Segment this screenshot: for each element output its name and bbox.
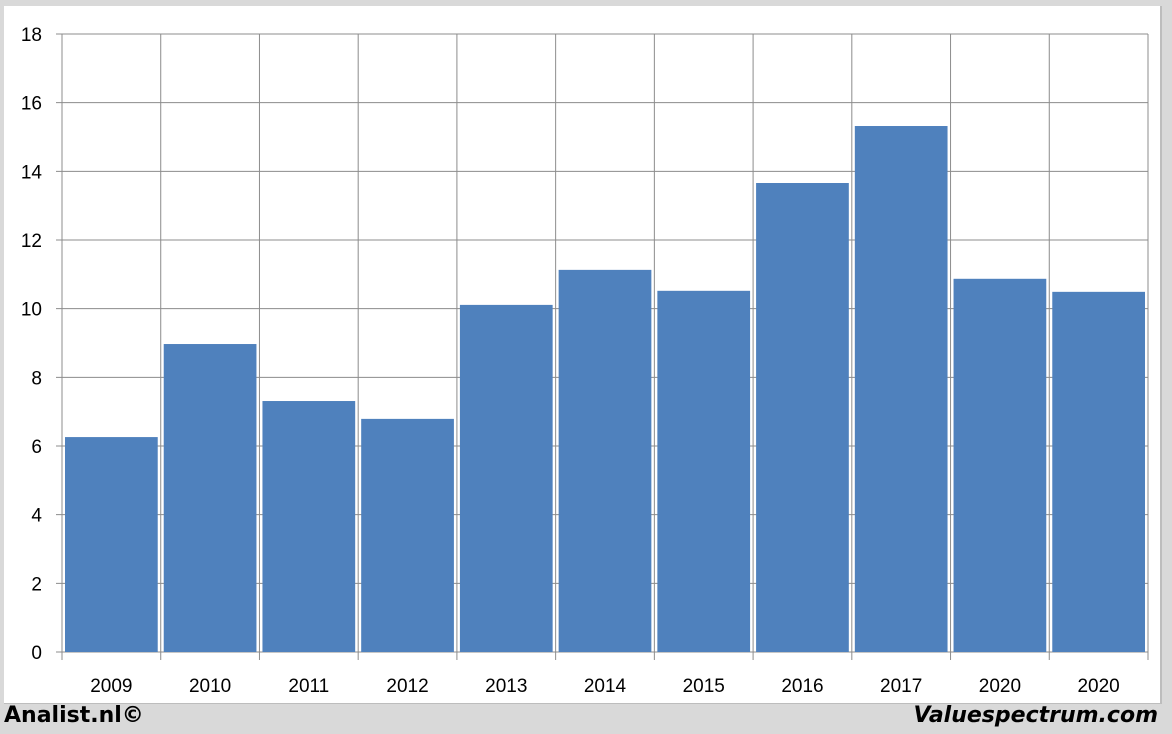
y-tick-label: 16 bbox=[21, 94, 42, 115]
bar-2009 bbox=[65, 437, 158, 652]
x-tick-label: 2012 bbox=[386, 676, 428, 697]
valuespectrum-credit: Valuespectrum.com bbox=[913, 703, 1158, 728]
y-tick-label: 18 bbox=[21, 25, 42, 46]
x-tick-label: 2020 bbox=[979, 676, 1021, 697]
y-tick-label: 0 bbox=[31, 643, 42, 664]
bar-2014 bbox=[558, 269, 652, 652]
x-tick-label: 2011 bbox=[288, 676, 329, 697]
x-tick-label: 2009 bbox=[90, 676, 132, 697]
y-tick-label: 2 bbox=[31, 574, 42, 595]
y-tick-label: 14 bbox=[21, 162, 43, 183]
x-tick-label: 2016 bbox=[781, 676, 823, 697]
y-tick-label: 6 bbox=[31, 437, 42, 458]
bar-2013 bbox=[459, 304, 553, 652]
bar-2020 bbox=[1052, 291, 1145, 652]
analist-credit: Analist.nl© bbox=[4, 703, 144, 728]
x-tick-label: 2013 bbox=[485, 676, 527, 697]
bar-2010 bbox=[163, 344, 257, 652]
y-tick-label: 12 bbox=[21, 231, 42, 252]
bar-2011 bbox=[262, 401, 356, 652]
x-tick-label: 2017 bbox=[880, 676, 922, 697]
x-tick-label: 2020 bbox=[1077, 676, 1119, 697]
x-tick-label: 2010 bbox=[189, 676, 231, 697]
x-tick-label: 2015 bbox=[683, 676, 725, 697]
x-tick-label: 2014 bbox=[584, 676, 627, 697]
y-tick-label: 8 bbox=[31, 368, 42, 389]
y-tick-label: 10 bbox=[21, 300, 42, 321]
bar-2016 bbox=[756, 183, 849, 653]
bar-2017 bbox=[854, 126, 948, 653]
bar-2020 bbox=[953, 278, 1047, 652]
y-tick-label: 4 bbox=[31, 506, 42, 527]
bar-2015 bbox=[657, 290, 751, 652]
bar-2012 bbox=[361, 418, 454, 652]
